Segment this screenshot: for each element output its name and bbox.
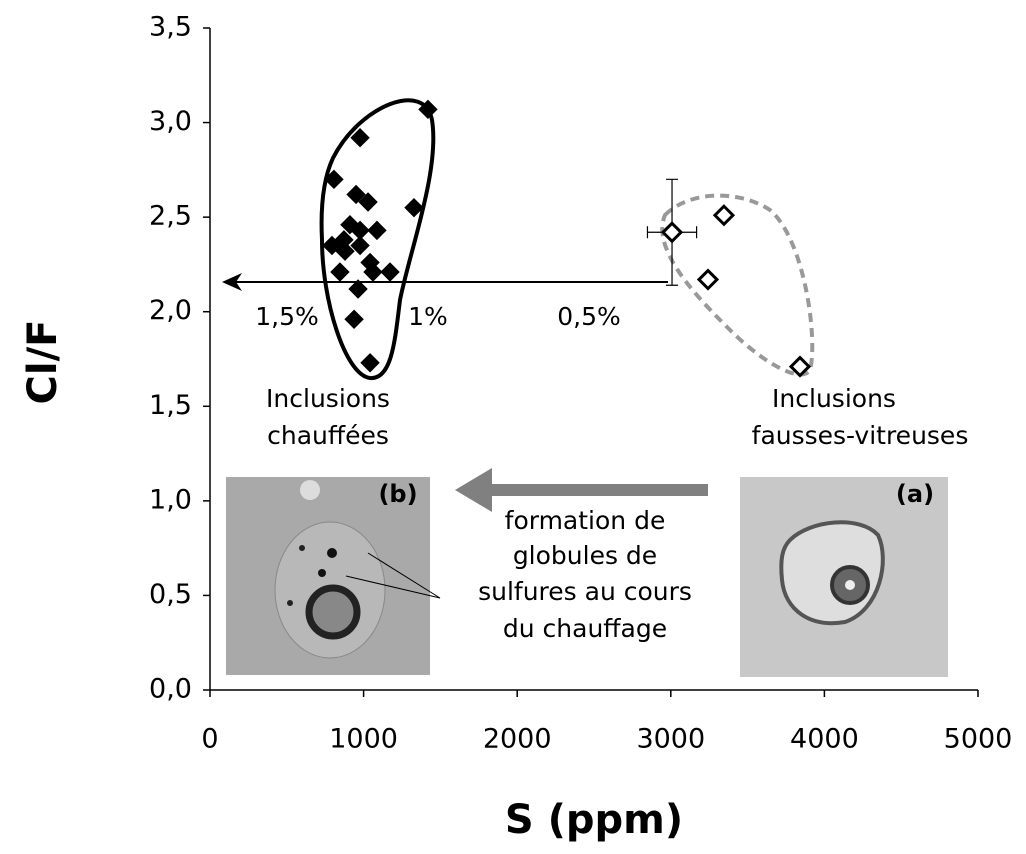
globule bbox=[318, 569, 326, 577]
group-outline bbox=[660, 193, 815, 377]
data-point bbox=[360, 353, 380, 373]
y-tick-label: 1,0 bbox=[149, 484, 192, 515]
inset-label: (a) bbox=[896, 480, 934, 508]
y-tick-label: 3,5 bbox=[149, 12, 192, 43]
data-point bbox=[340, 215, 360, 235]
arrow-line bbox=[490, 484, 708, 496]
data-point bbox=[696, 268, 720, 291]
data-point bbox=[324, 169, 344, 190]
particle bbox=[300, 480, 320, 500]
data-point bbox=[418, 99, 438, 120]
pointer bbox=[367, 552, 441, 599]
data-point bbox=[322, 235, 342, 256]
data-point bbox=[363, 262, 383, 282]
data-point bbox=[344, 309, 364, 329]
globule bbox=[299, 545, 305, 551]
y-tick-label: 3,0 bbox=[149, 106, 192, 137]
inclusion bbox=[779, 520, 885, 626]
globule bbox=[327, 548, 337, 558]
annotation: fausses-vitreuses bbox=[752, 421, 969, 450]
y-tick-label: 2,5 bbox=[149, 201, 192, 232]
x-tick-label: 0 bbox=[201, 724, 218, 755]
group-outline bbox=[319, 98, 436, 380]
data-point bbox=[404, 197, 424, 218]
y-axis-label: Cl/F bbox=[20, 320, 66, 405]
data-point bbox=[380, 262, 400, 282]
y-tick-label: 0,0 bbox=[149, 674, 192, 705]
data-point bbox=[330, 262, 350, 282]
data-point bbox=[346, 184, 366, 205]
data-point bbox=[788, 355, 812, 378]
data-point bbox=[660, 221, 684, 244]
pointer bbox=[345, 575, 441, 599]
annotation: Inclusions bbox=[772, 384, 896, 413]
data-point bbox=[350, 127, 370, 148]
annotation: Inclusions bbox=[266, 384, 390, 413]
x-tick-label: 3000 bbox=[636, 724, 705, 755]
data-point bbox=[712, 204, 736, 227]
bubble-center bbox=[845, 580, 855, 590]
arrow-head bbox=[222, 273, 242, 291]
percent-label: 0,5% bbox=[557, 302, 621, 331]
y-tick-label: 1,5 bbox=[149, 390, 192, 421]
arrow-head bbox=[455, 468, 492, 512]
data-point bbox=[358, 192, 378, 212]
data-point bbox=[348, 279, 368, 299]
annotation: du chauffage bbox=[503, 614, 667, 643]
data-point bbox=[350, 235, 370, 256]
x-axis-label: S (ppm) bbox=[505, 797, 683, 843]
y-tick-label: 2,0 bbox=[149, 295, 192, 326]
data-point bbox=[367, 220, 387, 241]
annotation: globules de bbox=[513, 541, 657, 570]
x-tick-label: 4000 bbox=[790, 724, 859, 755]
bubble bbox=[305, 584, 361, 640]
annotation: formation de bbox=[505, 506, 666, 535]
annotation: chauffées bbox=[267, 421, 389, 450]
x-tick-label: 1000 bbox=[329, 724, 398, 755]
globule bbox=[287, 600, 293, 606]
x-tick-label: 2000 bbox=[483, 724, 552, 755]
percent-label: 1,5% bbox=[255, 302, 319, 331]
data-point bbox=[335, 241, 355, 261]
percent-label: 1% bbox=[408, 302, 448, 331]
inset-label: (b) bbox=[378, 480, 417, 508]
annotation: sulfures au cours bbox=[478, 577, 692, 606]
x-tick-label: 5000 bbox=[944, 724, 1013, 755]
y-tick-label: 0,5 bbox=[149, 579, 192, 610]
